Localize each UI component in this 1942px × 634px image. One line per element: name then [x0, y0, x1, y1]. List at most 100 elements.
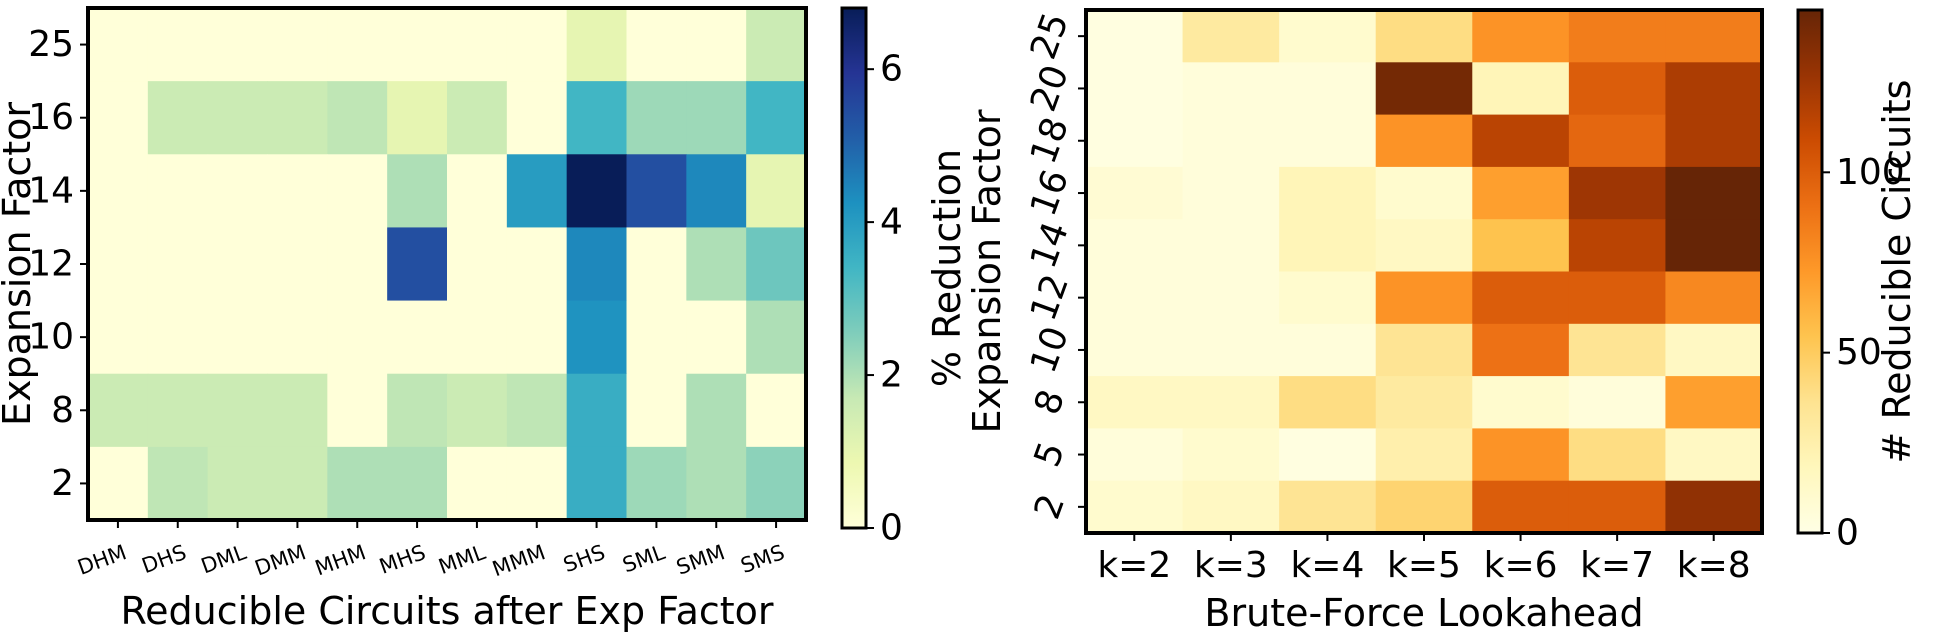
- heatmap-cell: [566, 373, 627, 448]
- heatmap-cell: [1375, 62, 1473, 116]
- x-tick-label: DML: [198, 540, 250, 578]
- heatmap-cell: [447, 446, 508, 521]
- heatmap-cell: [1665, 323, 1763, 377]
- heatmap-cell: [1665, 376, 1763, 429]
- heatmap-cell: [566, 154, 627, 228]
- heatmap-cell: [1568, 62, 1666, 116]
- heatmap-cell: [506, 154, 568, 228]
- heatmap-cell: [746, 300, 807, 375]
- heatmap-cell: [506, 81, 568, 155]
- heatmap-cell: [1375, 166, 1473, 220]
- x-axis-label: Brute-Force Lookahead: [1204, 591, 1643, 634]
- heatmap-cell: [1086, 219, 1184, 272]
- y-tick-label: 25: [28, 24, 74, 65]
- heatmap-cell: [1086, 114, 1184, 168]
- y-tick-label: 10: [28, 317, 74, 358]
- x-tick-label: k=3: [1194, 545, 1268, 586]
- heatmap-cell: [1279, 114, 1377, 168]
- y-tick-label: 14: [1023, 217, 1077, 274]
- heatmap-cell: [447, 227, 508, 302]
- heatmap-cell: [1665, 219, 1763, 272]
- heatmap-cell: [626, 81, 687, 155]
- heatmap-cell: [1279, 323, 1377, 377]
- heatmap-cell: [1568, 376, 1666, 429]
- heatmap-cell: [387, 227, 448, 302]
- heatmap-cell: [88, 227, 149, 302]
- heatmap-cell: [1375, 428, 1473, 482]
- y-tick-label: 5: [1027, 437, 1073, 473]
- heatmap-cell: [686, 81, 747, 155]
- heatmap-cell: [1375, 219, 1473, 272]
- colorbar-gradient: [840, 6, 868, 530]
- heatmap-cell: [447, 81, 508, 155]
- heatmap-cell: [267, 81, 328, 155]
- heatmap-cell: [1375, 323, 1473, 377]
- heatmap-cell: [1182, 114, 1280, 168]
- colorbar-gradient: [1796, 8, 1824, 535]
- y-tick-label: 2: [51, 463, 74, 504]
- heatmap-cell: [1568, 271, 1666, 325]
- heatmap-cell: [1279, 62, 1377, 116]
- y-tick-label: 12: [1023, 269, 1077, 326]
- heatmap-cell: [447, 154, 508, 228]
- heatmap-cell: [207, 154, 268, 228]
- x-tick-label: SMS: [738, 540, 788, 578]
- colorbar-tick-label: 0: [1836, 513, 1859, 554]
- heatmap-cell: [327, 227, 388, 302]
- heatmap-cell: [566, 8, 627, 82]
- x-tick-label: k=2: [1097, 545, 1171, 586]
- heatmap-cell: [1182, 428, 1280, 482]
- heatmap-cell: [327, 373, 388, 448]
- heatmap-cell: [1472, 480, 1570, 534]
- heatmap-cell: [626, 8, 687, 82]
- x-tick-labels: k=2 k=3 k=4 k=5 k=6 k=7 k=8: [1097, 533, 1751, 586]
- heatmap-cell: [1279, 376, 1377, 429]
- heatmap-cell: [267, 154, 328, 228]
- x-tick-labels: DHM DHS DML DMM MHM MHS MML MMM SHS SML SMM SMS: [74, 520, 788, 581]
- heatmap-cell: [327, 81, 388, 155]
- heatmap-cell: [147, 446, 209, 521]
- heatmap-cell: [327, 300, 388, 375]
- y-axis-label: Expansion Factor: [965, 109, 1009, 433]
- colorbar-tick-label: 6: [880, 49, 903, 90]
- x-tick-label: SMM: [673, 540, 728, 580]
- x-tick-label: SML: [619, 540, 668, 577]
- heatmap-cell: [1472, 166, 1570, 220]
- heatmap-cell: [88, 300, 149, 375]
- y-tick-label: 18: [1023, 112, 1077, 169]
- heatmap-cell: [506, 8, 568, 82]
- heatmap-cell: [88, 81, 149, 155]
- heatmap-cell: [626, 154, 687, 228]
- heatmap-cell: [387, 446, 448, 521]
- heatmap-cell: [447, 300, 508, 375]
- heatmap-cell: [506, 300, 568, 375]
- heatmap-cell: [1472, 271, 1570, 325]
- colorbar-tick-label: 100: [1836, 152, 1905, 193]
- heatmap-cell: [147, 300, 209, 375]
- heatmap-cell: [1568, 166, 1666, 220]
- heatmap-cell: [746, 373, 807, 448]
- heatmap-cell: [1665, 271, 1763, 325]
- heatmap-cell: [207, 8, 268, 82]
- heatmap-cells: [1086, 10, 1763, 534]
- heatmap-cell: [1182, 62, 1280, 116]
- heatmap-cell: [1472, 10, 1570, 63]
- heatmap-cell: [1568, 10, 1666, 63]
- heatmap-reduction-by-circuit: 25 16 14 12 10 8 2 DHM DHS DML DMM MHM MHS MML MMM SHS…: [0, 6, 969, 633]
- heatmap-cell: [1375, 114, 1473, 168]
- heatmap-cell: [566, 81, 627, 155]
- x-tick-label: MHM: [312, 540, 369, 580]
- heatmap-cell: [1375, 271, 1473, 325]
- heatmap-cell: [327, 154, 388, 228]
- x-tick-label: k=5: [1387, 545, 1461, 586]
- heatmap-cell: [207, 227, 268, 302]
- x-tick-label: DHS: [139, 540, 190, 578]
- heatmap-cell: [626, 300, 687, 375]
- heatmap-cell: [1665, 166, 1763, 220]
- heatmap-cell: [1279, 428, 1377, 482]
- heatmap-cell: [746, 8, 807, 82]
- heatmap-cell: [1086, 166, 1184, 220]
- heatmap-cell: [1182, 271, 1280, 325]
- heatmap-cell: [447, 8, 508, 82]
- y-tick-label: 8: [51, 390, 74, 431]
